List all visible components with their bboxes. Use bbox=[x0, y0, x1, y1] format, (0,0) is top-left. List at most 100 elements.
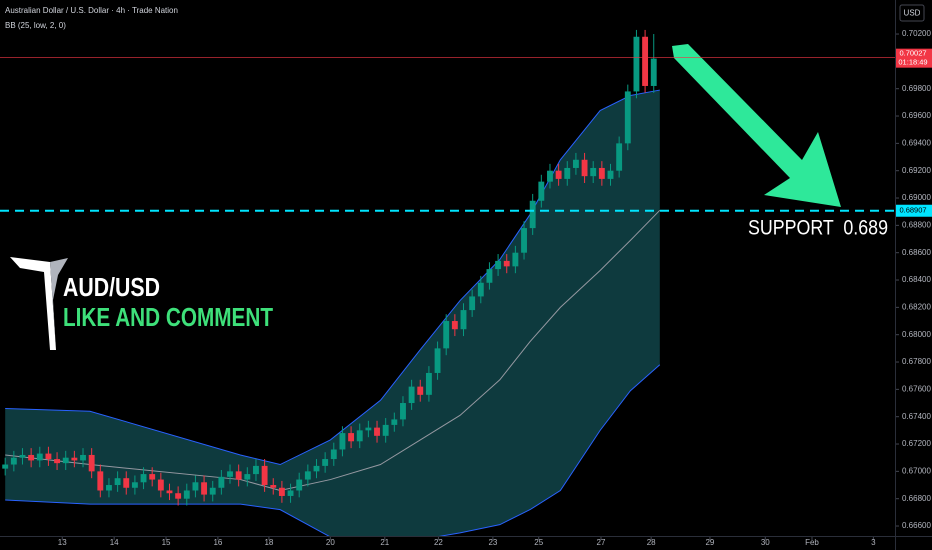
x-tick-label: 16 bbox=[213, 538, 222, 547]
candle-body bbox=[149, 474, 156, 480]
candle-body bbox=[512, 252, 519, 267]
x-tick-label: 30 bbox=[761, 538, 770, 547]
candle-body bbox=[175, 493, 182, 499]
candle-body bbox=[114, 478, 121, 486]
candle-body bbox=[140, 474, 147, 483]
y-tick-label: 0.68200 bbox=[902, 302, 931, 311]
candle-body bbox=[80, 454, 86, 461]
candle-body bbox=[391, 419, 398, 425]
band-upper bbox=[5, 89, 660, 466]
support-box bbox=[896, 204, 932, 217]
x-tick-label: 27 bbox=[597, 538, 606, 547]
y-tick-label: 0.69000 bbox=[902, 193, 931, 202]
candle-body bbox=[590, 167, 597, 177]
candle-body bbox=[253, 465, 259, 475]
arrow bbox=[672, 44, 841, 207]
currency-label[interactable]: USD bbox=[904, 9, 921, 18]
candle-body bbox=[547, 170, 553, 182]
countdown-label: 01:18:49 bbox=[898, 58, 927, 67]
candle-body bbox=[97, 471, 104, 491]
y-tick-label: 0.68000 bbox=[902, 330, 931, 339]
x-tick-label: 28 bbox=[647, 538, 656, 547]
candle-body bbox=[218, 476, 225, 488]
candle-body bbox=[443, 321, 450, 349]
x-tick-label: 18 bbox=[264, 538, 273, 547]
candle-body bbox=[503, 260, 510, 267]
candle-body bbox=[417, 386, 424, 395]
currency-box[interactable] bbox=[899, 4, 925, 22]
candle-body bbox=[209, 487, 216, 495]
candle-body bbox=[131, 482, 138, 488]
candle-body bbox=[192, 482, 199, 491]
candle-body bbox=[495, 260, 502, 270]
candle-body bbox=[581, 159, 588, 177]
candle-body bbox=[36, 453, 43, 461]
band-lower bbox=[5, 364, 661, 536]
candle-body bbox=[564, 167, 571, 179]
candle-body bbox=[28, 454, 35, 461]
candle-body bbox=[106, 485, 112, 491]
candle-body bbox=[2, 464, 9, 469]
y-tick-label: 0.67000 bbox=[902, 466, 931, 475]
candle-body bbox=[555, 170, 562, 179]
candle-body bbox=[434, 348, 441, 373]
candle-body bbox=[633, 36, 640, 92]
y-tick-label: 0.66600 bbox=[902, 521, 931, 530]
support-label: SUPPORT 0.689 bbox=[748, 217, 888, 240]
symbol-title: Australian Dollar / U.S. Dollar · 4h · T… bbox=[5, 6, 178, 15]
x-tick-label: 23 bbox=[488, 538, 497, 547]
candle-body bbox=[339, 433, 346, 450]
candle-body bbox=[201, 482, 208, 495]
candle-body bbox=[538, 181, 545, 201]
support-price-label: 0.68907 bbox=[899, 206, 926, 215]
x-tick-label: 14 bbox=[110, 538, 119, 547]
y-tick-label: 0.67400 bbox=[902, 412, 931, 421]
candle-body bbox=[261, 465, 268, 486]
candle-body bbox=[598, 167, 605, 179]
candle-body bbox=[400, 403, 406, 420]
candle-body bbox=[451, 321, 458, 330]
candle-body bbox=[287, 490, 294, 496]
x-tick-label: 21 bbox=[380, 538, 389, 547]
candle-body bbox=[270, 485, 277, 488]
candle-body bbox=[244, 474, 251, 480]
candle-body bbox=[62, 457, 69, 464]
y-tick-label: 0.69400 bbox=[902, 138, 931, 147]
candle-body bbox=[71, 457, 78, 461]
band-fill bbox=[5, 90, 660, 536]
candle-body bbox=[460, 310, 467, 330]
candle-body bbox=[330, 449, 337, 460]
y-tick-label: 0.70200 bbox=[902, 29, 931, 38]
candle-body bbox=[382, 424, 389, 436]
y-tick-label: 0.69800 bbox=[902, 84, 931, 93]
candle-body bbox=[19, 454, 26, 458]
candle-body bbox=[322, 459, 329, 466]
candle-body bbox=[296, 479, 303, 491]
y-tick-label: 0.68600 bbox=[902, 248, 931, 257]
x-tick-label: 29 bbox=[705, 538, 714, 547]
candle-body bbox=[183, 490, 190, 499]
candle-body bbox=[227, 471, 233, 477]
candle-body bbox=[642, 36, 649, 86]
indicator-label: BB (25, low, 2, 0) bbox=[5, 21, 66, 30]
y-tick-label: 0.67200 bbox=[902, 439, 931, 448]
candle-body bbox=[313, 465, 320, 472]
candle-body bbox=[607, 170, 614, 179]
current-price-box bbox=[896, 48, 932, 68]
y-tick-label: 0.69200 bbox=[902, 166, 931, 175]
x-tick-label: 3 bbox=[871, 538, 876, 547]
candle-body bbox=[529, 200, 536, 229]
candle-body bbox=[278, 487, 285, 496]
y-tick-label: 0.68800 bbox=[902, 220, 931, 229]
x-tick-label: Feb bbox=[805, 538, 819, 547]
candle-body bbox=[304, 471, 311, 480]
candle-body bbox=[88, 454, 95, 472]
candle-body bbox=[365, 427, 372, 431]
y-tick-label: 0.66800 bbox=[902, 494, 931, 503]
candle-body bbox=[408, 386, 415, 404]
pair-label: AUD/USD bbox=[63, 272, 160, 302]
current-price-label: 0.70027 bbox=[899, 49, 926, 58]
x-tick-label: 15 bbox=[162, 538, 171, 547]
y-tick-label: 0.67800 bbox=[902, 357, 931, 366]
